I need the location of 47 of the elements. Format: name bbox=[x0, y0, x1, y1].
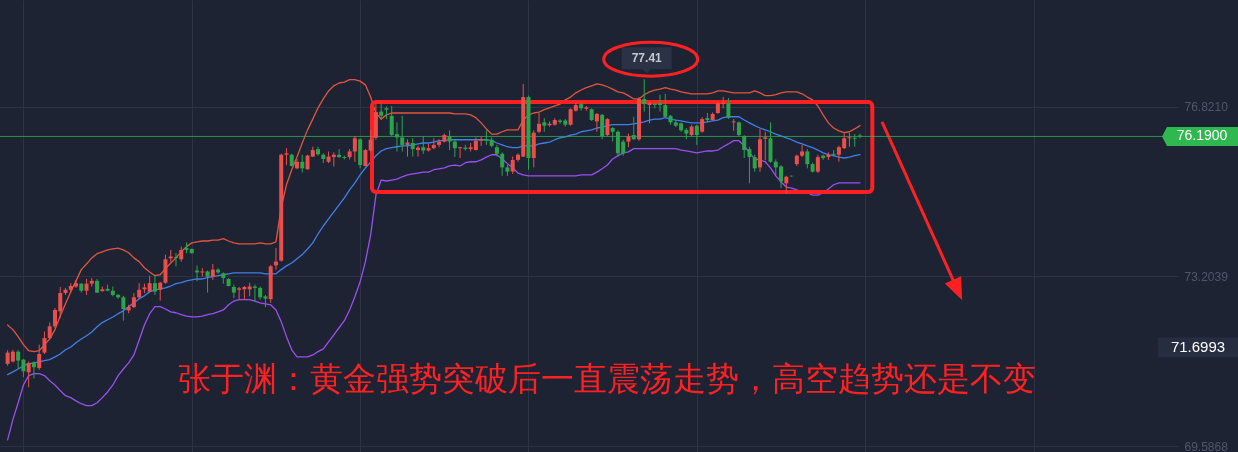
candlestick bbox=[74, 279, 79, 289]
candlestick bbox=[642, 78, 647, 113]
candlestick bbox=[410, 137, 415, 158]
candlestick bbox=[537, 112, 542, 134]
candlestick bbox=[479, 135, 484, 147]
candlestick bbox=[252, 284, 257, 302]
candlestick bbox=[400, 115, 405, 152]
ref-line-label: 76.1900 bbox=[1176, 127, 1228, 144]
candlestick bbox=[458, 146, 463, 159]
candlestick bbox=[231, 284, 236, 299]
candlestick bbox=[42, 331, 47, 355]
candlestick bbox=[594, 112, 599, 133]
candlestick bbox=[121, 295, 126, 322]
candlestick bbox=[631, 116, 636, 141]
annotation: 71.6993 bbox=[1170, 338, 1226, 356]
candlestick bbox=[26, 361, 31, 388]
candlestick bbox=[16, 349, 21, 370]
candlestick bbox=[768, 121, 773, 164]
candlestick bbox=[726, 97, 731, 120]
candlestick bbox=[447, 129, 452, 151]
candlestick bbox=[200, 267, 205, 278]
annotation: 77.41 bbox=[631, 51, 663, 66]
candlestick bbox=[152, 274, 157, 296]
candlestick bbox=[173, 252, 178, 267]
annotation: 张于渊：黄金强势突破后一直震荡走势，高空趋势还是不变 bbox=[177, 358, 1036, 398]
candlestick bbox=[731, 118, 736, 132]
candlestick bbox=[237, 286, 242, 301]
candlestick bbox=[158, 281, 163, 302]
candlestick bbox=[852, 133, 857, 148]
candlestick bbox=[37, 344, 42, 371]
candlestick bbox=[694, 124, 699, 146]
candlestick bbox=[847, 132, 852, 148]
candlestick bbox=[805, 148, 810, 169]
candlestick bbox=[437, 138, 442, 148]
candlestick bbox=[110, 285, 115, 297]
candlestick bbox=[163, 254, 168, 285]
candlestick bbox=[500, 151, 505, 177]
candlestick bbox=[742, 134, 747, 159]
candlestick bbox=[800, 144, 805, 158]
line-series bbox=[6, 79, 861, 353]
candlestick bbox=[763, 131, 768, 161]
candlestick bbox=[600, 113, 605, 140]
candlestick bbox=[579, 102, 584, 112]
candlestick bbox=[31, 361, 36, 379]
candlestick bbox=[647, 101, 652, 124]
candlestick bbox=[352, 135, 357, 163]
candlestick bbox=[815, 154, 820, 174]
